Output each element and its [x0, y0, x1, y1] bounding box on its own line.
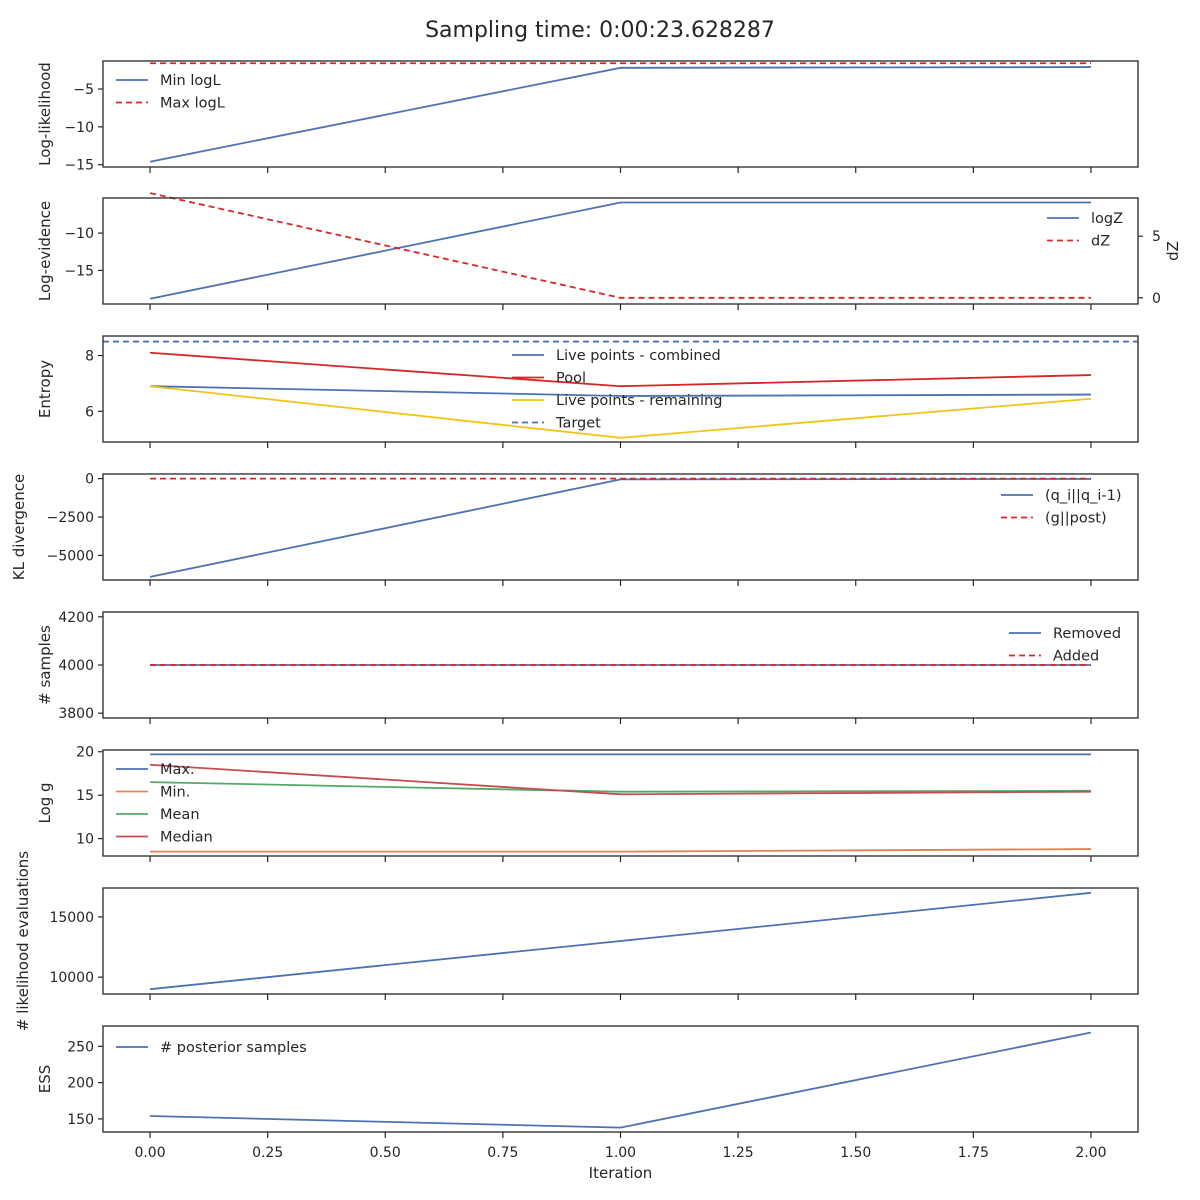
y-tick-label-p1-1: −10: [64, 226, 94, 242]
series-line-p2-s2: [149, 385, 1092, 439]
y2-axis-label-1: dZ: [1164, 241, 1182, 261]
legend-label-p2-s0: Live points - combined: [556, 348, 721, 364]
y-axis-label-4: # samples: [36, 625, 54, 705]
x-tick-label-0: 0.00: [134, 1145, 165, 1161]
y-axis-label-1: Log-evidence: [36, 201, 54, 301]
legend-label-p1-s0: logZ: [1091, 211, 1123, 227]
y-tick-label-p7-0: 150: [67, 1112, 94, 1128]
y-tick-label-p3-2: 0: [85, 472, 94, 488]
y-axis-label-7: ESS: [36, 1065, 54, 1094]
legend-label-p5-s3: Median: [160, 830, 213, 846]
y-tick-label-p1-0: −15: [64, 263, 94, 279]
y-tick-label-p5-0: 10: [76, 832, 94, 848]
legend-label-p1-s1: dZ: [1091, 234, 1110, 250]
y-tick-label-p2-1: 8: [85, 349, 94, 365]
y-tick-label-p0-2: −5: [73, 82, 94, 98]
y-tick-label-p0-0: −15: [64, 158, 94, 174]
legend-label-p2-s2: Live points - remaining: [556, 393, 722, 409]
y-tick-label-p4-1: 4000: [58, 658, 94, 674]
y-tick-label-p4-0: 3800: [58, 706, 94, 722]
y-axis-label-5: Log g: [36, 782, 54, 823]
x-tick-label-1: 0.25: [252, 1145, 283, 1161]
y-tick-label-p3-1: −2500: [47, 510, 94, 526]
series-line-p5-s3: [149, 763, 1091, 796]
x-tick-label-6: 1.50: [840, 1145, 871, 1161]
y-tick-label-p0-1: −10: [64, 120, 94, 136]
legend-label-p3-s0: (q_i||q_i-1): [1045, 488, 1122, 504]
series-line-p7-s0: [150, 1031, 1092, 1129]
series-line-p5-s2: [150, 781, 1091, 793]
series-line-p2-s1: [149, 351, 1091, 388]
legend-label-p2-s3: Target: [555, 416, 601, 432]
series-line-p2-s0: [150, 385, 1091, 397]
y-tick-label-p5-2: 20: [76, 745, 94, 761]
legend-label-p3-s1: (g||post): [1045, 511, 1107, 527]
legend-label-p0-s0: Min logL: [160, 73, 221, 89]
x-tick-label-8: 2.00: [1075, 1145, 1106, 1161]
figure-title: Sampling time: 0:00:23.628287: [425, 18, 775, 43]
x-tick-label-2: 0.50: [370, 1145, 401, 1161]
legend-label-p5-s0: Max.: [160, 762, 195, 778]
legend-label-p7-s0: # posterior samples: [160, 1040, 307, 1056]
axes-frame-5: [102, 749, 1139, 857]
y-axis-label-3: KL divergence: [10, 474, 28, 580]
y-tick-label-p7-2: 250: [67, 1039, 94, 1055]
x-axis-label: Iteration: [589, 1164, 653, 1182]
axes-frame-1: [102, 197, 1139, 305]
y-tick-label-p6-1: 15000: [49, 910, 94, 926]
legend-label-p5-s2: Mean: [160, 807, 200, 823]
y-tick-label-p5-1: 15: [76, 788, 94, 804]
y-axis-label-2: Entropy: [36, 360, 54, 418]
y-tick-label-p7-1: 200: [67, 1076, 94, 1092]
x-tick-label-5: 1.25: [723, 1145, 754, 1161]
y-tick-label-p6-0: 10000: [49, 970, 94, 986]
series-line-p1-s1: [149, 192, 1091, 299]
series-line-p3-s0: [149, 478, 1091, 578]
y-axis-label-6: # likelihood evaluations: [14, 851, 32, 1031]
x-tick-label-4: 1.00: [605, 1145, 636, 1161]
legend-label-p4-s0: Removed: [1053, 626, 1121, 642]
x-tick-label-7: 1.75: [958, 1145, 989, 1161]
y2-tick-label-p1-0: 0: [1152, 291, 1161, 307]
x-tick-label-3: 0.75: [487, 1145, 518, 1161]
legend-label-p2-s1: Pool: [556, 371, 586, 387]
series-line-p5-s1: [150, 848, 1091, 853]
y2-tick-label-p1-1: 5: [1152, 229, 1161, 245]
y-axis-label-0: Log-likelihood: [36, 62, 54, 166]
series-line-p0-s0: [149, 66, 1091, 163]
series-line-p1-s0: [149, 201, 1091, 300]
axes-frame-3: [102, 473, 1139, 581]
legend-label-p4-s1: Added: [1053, 649, 1099, 665]
y-tick-label-p2-0: 6: [85, 404, 94, 420]
series-line-p6-s0: [149, 891, 1092, 991]
y-tick-label-p3-0: −5000: [47, 548, 94, 564]
legend-label-p5-s1: Min.: [160, 785, 190, 801]
y-tick-label-p4-2: 4200: [58, 610, 94, 626]
legend-label-p0-s1: Max logL: [160, 96, 225, 112]
axes-frame-0: [102, 60, 1139, 168]
